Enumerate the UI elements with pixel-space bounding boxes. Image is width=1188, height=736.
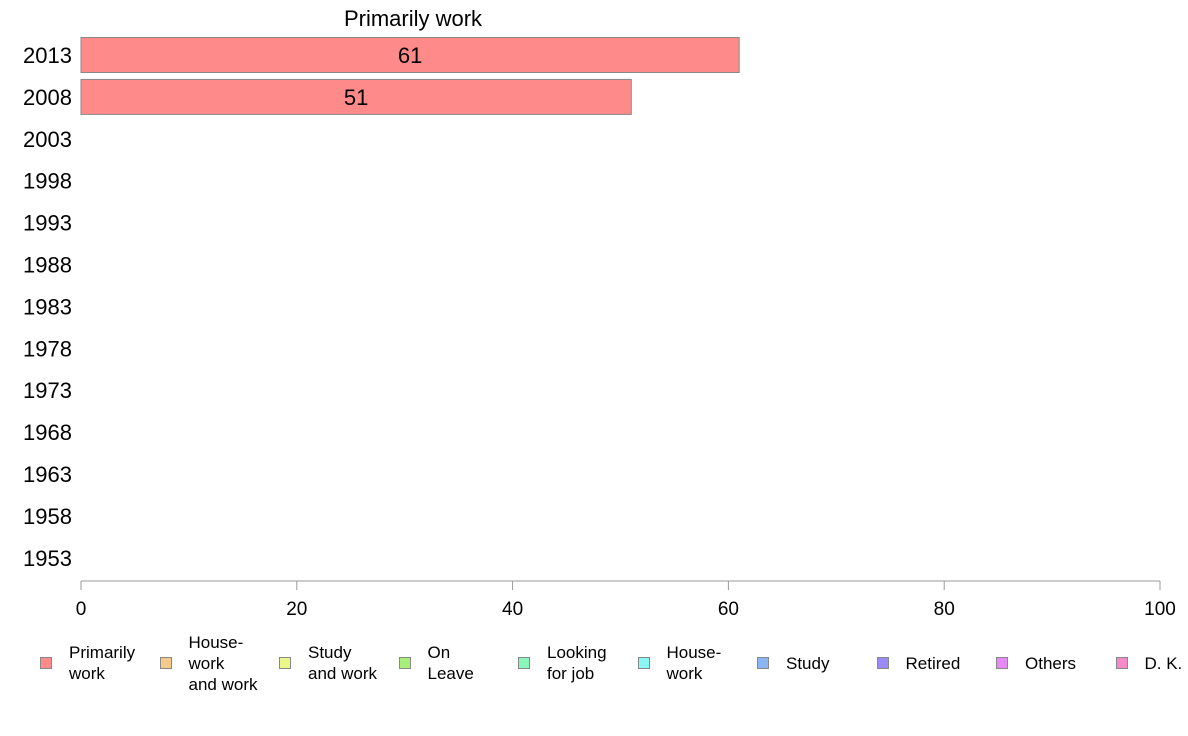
y-tick-label: 1968 bbox=[23, 420, 72, 445]
x-tick-label: 100 bbox=[1144, 599, 1176, 620]
x-axis-ticks: 0 20 40 60 80 100 bbox=[76, 581, 1176, 620]
legend-item: House- work and work bbox=[159, 628, 258, 698]
y-tick-label: 1983 bbox=[23, 294, 72, 319]
x-tick-label: 80 bbox=[934, 599, 955, 620]
legend-label: On Leave bbox=[427, 643, 474, 683]
legend-label: House- work bbox=[666, 643, 722, 683]
y-tick-label: 1988 bbox=[23, 253, 72, 278]
y-tick-label: 1978 bbox=[23, 336, 72, 361]
legend-swatch bbox=[1115, 657, 1128, 669]
legend-item: Retired bbox=[876, 628, 961, 698]
y-tick-label: 1993 bbox=[23, 211, 72, 236]
legend-item: On Leave bbox=[398, 628, 474, 698]
bar bbox=[80, 37, 740, 73]
legend-label: Primarily work bbox=[69, 643, 136, 683]
legend-swatch bbox=[518, 657, 530, 669]
legend-swatch bbox=[40, 657, 52, 669]
y-tick-label: 1973 bbox=[23, 378, 72, 403]
legend-swatch bbox=[159, 657, 172, 669]
legend-item: Primarily work bbox=[40, 628, 135, 698]
bars-group: 61 51 bbox=[80, 37, 740, 115]
bar bbox=[80, 78, 632, 115]
legend-swatch bbox=[279, 657, 291, 669]
y-tick-label: 1963 bbox=[23, 462, 72, 487]
y-tick-label: 1953 bbox=[23, 546, 72, 571]
legend-swatch bbox=[637, 657, 650, 669]
legend-swatch bbox=[757, 657, 769, 669]
y-tick-label: 1998 bbox=[23, 169, 72, 194]
legend-item: D. K. bbox=[1115, 628, 1183, 698]
legend-item: House- work bbox=[637, 628, 722, 698]
x-tick-label: 20 bbox=[286, 599, 307, 620]
legend-item: Others bbox=[996, 628, 1076, 698]
legend-swatch bbox=[876, 657, 889, 669]
legend: Primarily work House- work and work Study … bbox=[0, 628, 1188, 698]
legend-item: Looking for job bbox=[518, 628, 607, 698]
y-tick-label: 2008 bbox=[23, 85, 72, 110]
legend-label: Study bbox=[786, 653, 830, 673]
bar-value-label: 51 bbox=[344, 85, 368, 110]
y-tick-label: 2013 bbox=[23, 43, 72, 68]
legend-item: Study bbox=[757, 628, 829, 698]
chart-title: Primarily work bbox=[344, 6, 483, 31]
legend-label: House- work and work bbox=[188, 632, 258, 694]
legend-label: Study and work bbox=[308, 643, 377, 683]
legend-label: D. K. bbox=[1144, 653, 1183, 673]
bar-value-label: 61 bbox=[398, 43, 422, 68]
chart: Primarily work 61 51 2013 2008 2003 1998 1993… bbox=[23, 6, 1176, 620]
x-tick-label: 0 bbox=[76, 599, 87, 620]
legend-swatch bbox=[996, 657, 1008, 669]
legend-label: Retired bbox=[905, 653, 961, 673]
legend-label: Others bbox=[1025, 653, 1077, 673]
legend-item: Study and work bbox=[279, 628, 377, 698]
y-tick-label: 2003 bbox=[23, 127, 72, 152]
x-tick-label: 60 bbox=[718, 599, 739, 620]
y-axis-labels: 2013 2008 2003 1998 1993 1988 1983 1978 1973 1968… bbox=[23, 43, 72, 571]
y-tick-label: 1958 bbox=[23, 504, 72, 529]
legend-label: Looking for job bbox=[547, 643, 607, 683]
legend-swatch bbox=[398, 657, 411, 669]
x-tick-label: 40 bbox=[502, 599, 523, 620]
